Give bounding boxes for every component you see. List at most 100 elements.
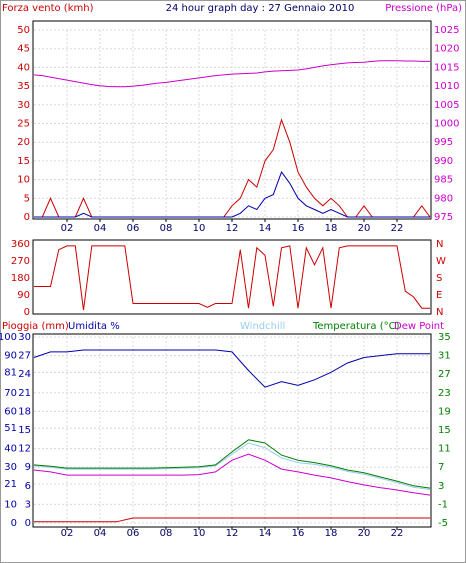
x-tick-label: 04 (94, 528, 107, 539)
y-tick-label: 0 (11, 518, 17, 529)
series-line (33, 60, 430, 88)
x-tick-label: 22 (391, 223, 404, 234)
y2-tick-label: -5 (438, 518, 448, 529)
y2-tick-label: N (436, 239, 443, 250)
x-tick-label: 20 (358, 528, 371, 539)
y-tick-label: 45 (17, 44, 30, 55)
legend-windchill: Windchill (240, 321, 285, 332)
x-tick-label: 02 (61, 223, 74, 234)
y2-tick-label: 15 (438, 425, 451, 436)
y3-tick-label: 6 (25, 481, 31, 492)
y2-tick-label: 1010 (434, 81, 459, 92)
y2-tick-label: 31 (438, 351, 451, 362)
y2-tick-label: 1025 (434, 25, 459, 36)
y2-tick-label: E (436, 290, 442, 301)
y-tick-label: 50 (17, 25, 30, 36)
series-line (34, 171, 430, 218)
y-tick-label: 5 (24, 193, 30, 204)
plot-frame (32, 239, 432, 315)
x-tick-label: 02 (61, 528, 74, 539)
y2-tick-label: 990 (434, 156, 453, 167)
y3-tick-label: 24 (18, 369, 31, 380)
y-tick-label: 10 (17, 175, 30, 186)
y-tick-label: 30 (17, 100, 30, 111)
y-tick-label: 81 (4, 367, 17, 378)
x-tick-label: 08 (160, 528, 173, 539)
y-tick-label: 20 (17, 137, 30, 148)
series-line (33, 439, 431, 489)
y-tick-label: 180 (11, 273, 30, 284)
y2-tick-label: 975 (434, 212, 453, 223)
y-tick-label: 30 (4, 462, 17, 473)
y-tick-label: 270 (11, 256, 30, 267)
y2-tick-label: 7 (438, 462, 444, 473)
y-tick-label: 21 (4, 479, 17, 490)
x-tick-label: 06 (127, 528, 140, 539)
y2-tick-label: 19 (438, 406, 451, 417)
y2-tick-label: N (436, 307, 443, 318)
y-tick-label: 35 (17, 81, 30, 92)
y3-tick-label: 18 (18, 406, 31, 417)
y2-tick-label: 3 (438, 481, 444, 492)
x-tick-label: 20 (358, 223, 371, 234)
y2-tick-label: 1015 (434, 62, 459, 73)
series-line (34, 517, 430, 523)
y-tick-label: 10 (4, 499, 17, 510)
x-tick-label: 22 (391, 528, 404, 539)
y2-tick-label: 995 (434, 137, 453, 148)
y-tick-label: 51 (4, 423, 17, 434)
x-tick-label: 08 (160, 223, 173, 234)
y2-tick-label: 23 (438, 388, 451, 399)
y3-tick-label: 15 (18, 425, 31, 436)
y2-tick-label: 11 (438, 444, 451, 455)
y2-tick-label: 35 (438, 332, 451, 343)
y3-tick-label: 9 (25, 462, 31, 473)
x-tick-label: 06 (127, 223, 140, 234)
chart-title: 24 hour graph day : 27 Gennaio 2010 (166, 3, 355, 14)
x-tick-label: 04 (94, 223, 107, 234)
x-tick-label: 18 (325, 528, 338, 539)
x-tick-label: 12 (226, 528, 239, 539)
y3-tick-label: 3 (25, 499, 31, 510)
x-tick-label: 14 (259, 528, 272, 539)
y-tick-label: 0 (24, 212, 30, 223)
x-tick-label: 10 (193, 223, 206, 234)
y-tick-label: 40 (4, 444, 17, 455)
y2-tick-label: -1 (438, 499, 448, 510)
y-tick-label: 100 (0, 332, 17, 343)
y2-tick-label: S (436, 273, 442, 284)
y-tick-label: 0 (24, 307, 30, 318)
y-tick-label: 15 (17, 156, 30, 167)
y-tick-label: 40 (17, 62, 30, 73)
y3-tick-label: 0 (25, 518, 31, 529)
y2-tick-label: 985 (434, 175, 453, 186)
y3-tick-label: 12 (18, 444, 31, 455)
y-tick-label: 70 (4, 388, 17, 399)
x-tick-label: 16 (292, 223, 305, 234)
y2-tick-label: 1000 (434, 119, 459, 130)
y2-tick-label: 27 (438, 369, 451, 380)
y-tick-label: 360 (11, 239, 30, 250)
x-tick-label: 16 (292, 528, 305, 539)
y3-tick-label: 27 (18, 351, 31, 362)
x-tick-label: 10 (193, 528, 206, 539)
pressure-axis-label: Pressione (hPa) (385, 3, 462, 14)
x-tick-label: 12 (226, 223, 239, 234)
series-line (33, 349, 430, 388)
y-tick-label: 25 (17, 119, 30, 130)
legend-dew-point: Dew Point (394, 321, 444, 332)
legend-temperature: Temperatura (°C) (312, 321, 400, 332)
y-tick-label: 90 (17, 290, 30, 301)
legend-humidity: Umidita % (68, 321, 120, 332)
y2-tick-label: 1020 (434, 44, 459, 55)
x-tick-label: 14 (259, 223, 272, 234)
y-tick-label: 90 (4, 351, 17, 362)
x-tick-label: 18 (325, 223, 338, 234)
y-tick-label: 60 (4, 406, 17, 417)
legend-rain: Pioggia (mm) (2, 321, 69, 332)
y2-tick-label: 980 (434, 193, 453, 204)
y3-tick-label: 30 (18, 332, 31, 343)
series-line (33, 442, 431, 490)
